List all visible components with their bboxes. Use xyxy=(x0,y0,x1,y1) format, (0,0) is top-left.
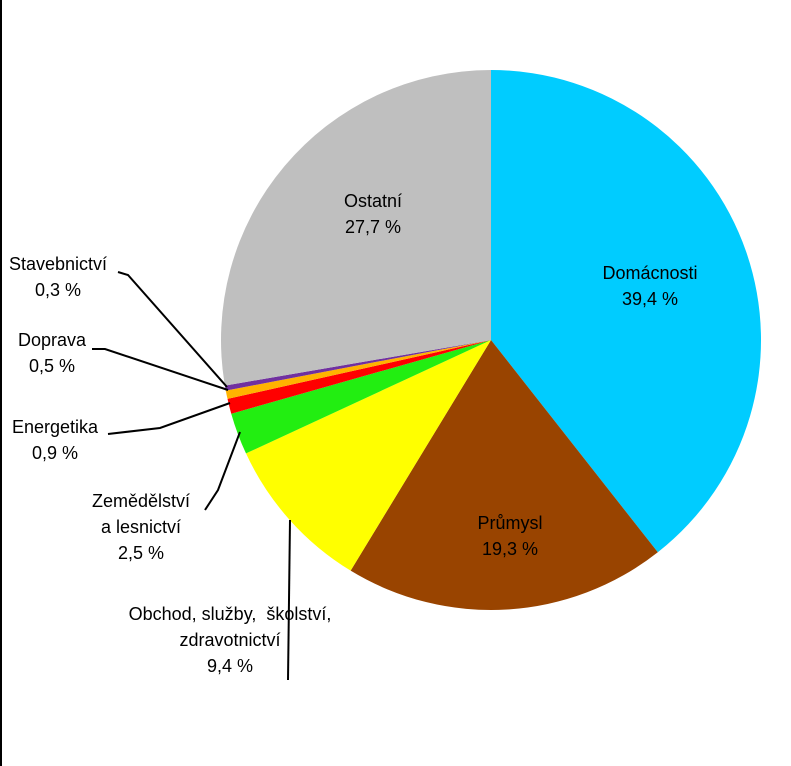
label-domacnosti-value: 39,4 % xyxy=(622,289,678,309)
label-energetika-value: 0,9 % xyxy=(32,443,78,463)
pie-slice-domacnosti xyxy=(491,70,762,553)
leader-doprava xyxy=(92,348,229,391)
label-energetika-name: Energetika xyxy=(12,417,99,437)
label-ostatni-value: 27,7 % xyxy=(345,217,401,237)
pie-slice-ostatni xyxy=(221,70,492,386)
label-zemedelstvi-name-line2: a lesnictví xyxy=(101,517,181,537)
pie-slice-energetika xyxy=(227,340,491,414)
label-doprava-name: Doprava xyxy=(18,330,87,350)
label-stavebnictvi-name: Stavebnictví xyxy=(9,254,107,274)
leader-stavebnictvi xyxy=(117,271,228,388)
label-domacnosti-name: Domácnosti xyxy=(602,263,697,283)
pie-slice-doprava xyxy=(225,340,491,399)
pie-slice-prumysl xyxy=(350,340,658,610)
label-zemedelstvi-name-line1: Zemědělství xyxy=(92,491,190,511)
label-prumysl-value: 19,3 % xyxy=(482,539,538,559)
pie-slices xyxy=(221,70,762,610)
leader-zemedelstvi xyxy=(204,431,241,511)
pie-slice-zemedelstvi xyxy=(231,340,491,454)
label-obchod-name-line1: Obchod, služby, školství, xyxy=(129,604,332,624)
pie-slice-stavebnictvi xyxy=(224,340,491,391)
label-prumysl-name: Průmysl xyxy=(477,513,542,533)
label-ostatni-name: Ostatní xyxy=(344,191,402,211)
leader-lines xyxy=(92,271,291,681)
label-obchod-value: 9,4 % xyxy=(207,656,253,676)
pie-slice-obchod xyxy=(245,340,491,571)
label-obchod-name-line2: zdravotnictví xyxy=(179,630,280,650)
label-stavebnictvi-value: 0,3 % xyxy=(35,280,81,300)
leader-obchod xyxy=(287,519,291,681)
leader-energetika xyxy=(107,402,231,435)
left-border-line xyxy=(0,0,2,766)
label-doprava-value: 0,5 % xyxy=(29,356,75,376)
label-zemedelstvi-value: 2,5 % xyxy=(118,543,164,563)
